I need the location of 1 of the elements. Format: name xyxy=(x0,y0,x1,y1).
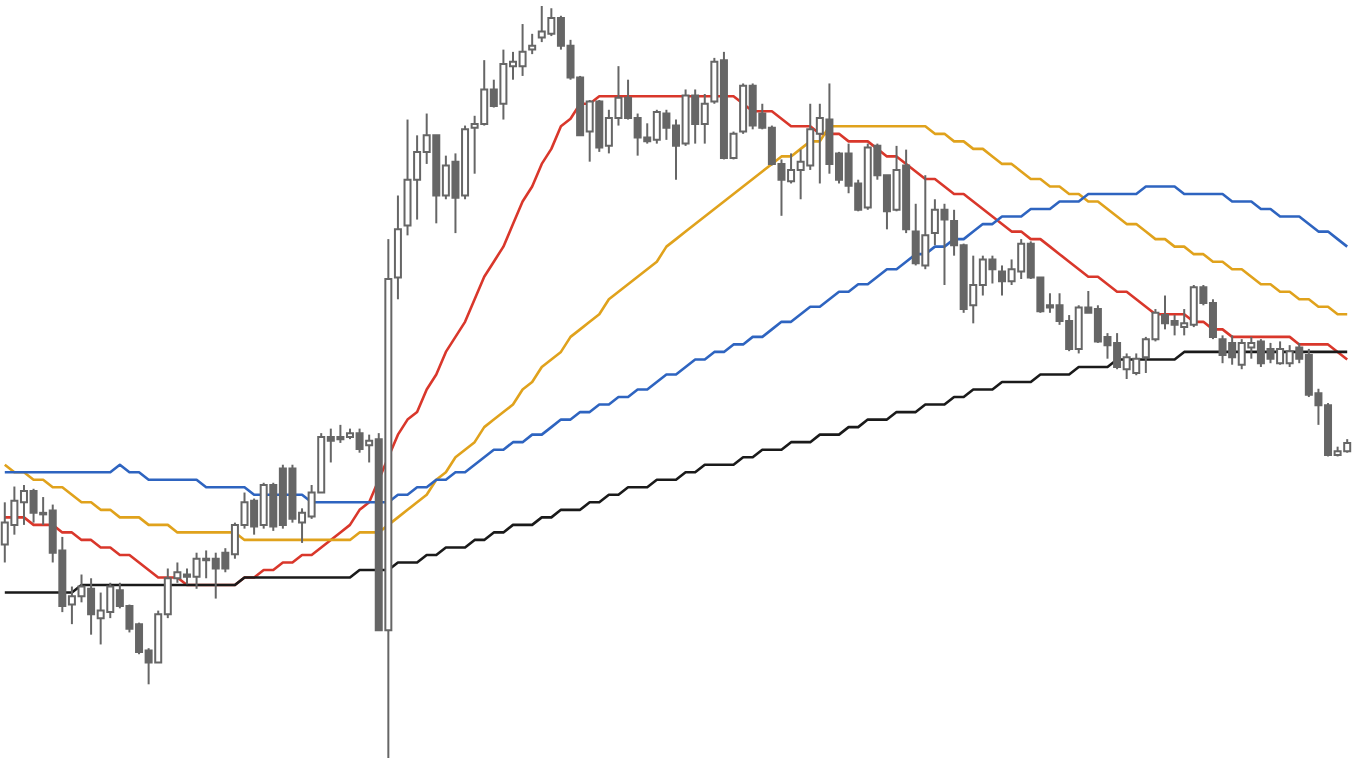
candlestick xyxy=(393,194,402,301)
